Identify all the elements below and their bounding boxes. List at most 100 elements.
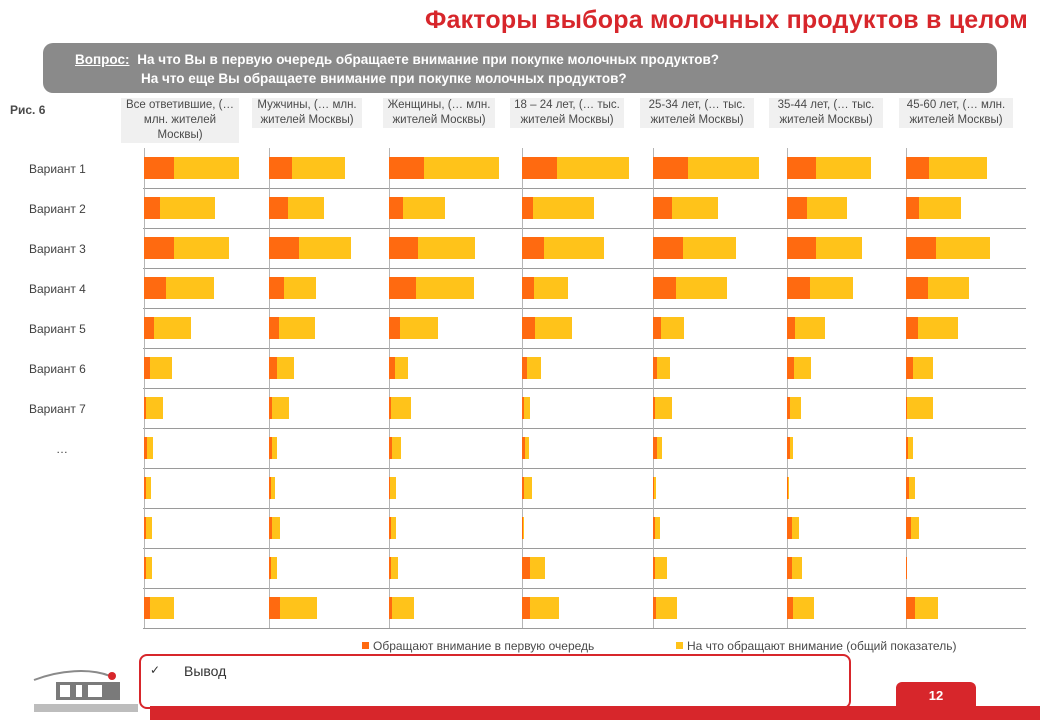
bar-first-priority [906, 197, 919, 219]
bar-first-priority [389, 237, 418, 259]
bar-first-priority [144, 317, 154, 339]
bar-first-priority [389, 357, 395, 379]
bar-first-priority [389, 397, 391, 419]
row-separator [143, 348, 1026, 349]
bar-first-priority [144, 157, 174, 179]
bar-total-attention [929, 157, 987, 179]
legend-swatch-total [676, 642, 683, 649]
bar-first-priority [522, 277, 534, 299]
bar-first-priority [787, 197, 807, 219]
bar-total-attention [928, 277, 969, 299]
bar-total-attention [655, 557, 667, 579]
bar-first-priority [653, 317, 661, 339]
row-separator [143, 548, 1026, 549]
bar-total-attention [654, 477, 656, 499]
question-text-2: На что еще Вы обращаете внимание при пок… [141, 71, 627, 86]
bar-first-priority [389, 277, 416, 299]
bar-total-attention [816, 237, 862, 259]
bar-first-priority [522, 157, 557, 179]
bar-total-attention [683, 237, 736, 259]
bar-first-priority [787, 397, 790, 419]
bar-total-attention [557, 157, 629, 179]
row-label: Вариант 5 [29, 322, 86, 336]
bar-total-attention [533, 197, 594, 219]
bar-first-priority [269, 197, 288, 219]
bar-total-attention [534, 277, 568, 299]
row-separator [143, 388, 1026, 389]
bar-first-priority [269, 517, 272, 539]
bar-first-priority [144, 437, 147, 459]
bar-total-attention [544, 237, 604, 259]
bar-first-priority [269, 357, 277, 379]
bar-total-attention [416, 277, 474, 299]
bar-total-attention [391, 557, 398, 579]
bar-total-attention [656, 597, 677, 619]
conclusion-text: Вывод [184, 663, 227, 679]
bar-first-priority [269, 317, 279, 339]
page-number: 12 [928, 688, 944, 703]
panel-header: Мужчины, (… млн. жителей Москвы) [252, 98, 362, 128]
bar-first-priority [522, 597, 530, 619]
bar-total-attention [424, 157, 499, 179]
bar-first-priority [653, 557, 655, 579]
panel-baseline [653, 148, 654, 628]
row-label: Вариант 1 [29, 162, 86, 176]
bar-first-priority [787, 477, 788, 499]
bar-first-priority [269, 397, 272, 419]
slide-title: Факторы выбора молочных продуктов в цело… [424, 6, 1028, 34]
bar-first-priority [906, 397, 907, 419]
bar-first-priority [653, 517, 655, 539]
bar-first-priority [269, 477, 271, 499]
bar-total-attention [288, 197, 324, 219]
bar-first-priority [522, 317, 535, 339]
bar-total-attention [795, 317, 825, 339]
row-label: Вариант 6 [29, 362, 86, 376]
bar-first-priority [653, 277, 676, 299]
bar-first-priority [144, 237, 174, 259]
bar-total-attention [793, 597, 814, 619]
bar-first-priority [522, 397, 524, 419]
question-text-1: На что Вы в первую очередь обращаете вни… [137, 52, 720, 67]
footer-bar [150, 706, 1040, 720]
bar-first-priority [269, 437, 272, 459]
bar-total-attention [524, 397, 530, 419]
bar-first-priority [389, 197, 403, 219]
bar-total-attention [271, 477, 275, 499]
bar-total-attention [284, 277, 316, 299]
row-separator [143, 468, 1026, 469]
bar-total-attention [166, 277, 214, 299]
row-separator [143, 228, 1026, 229]
bar-total-attention [527, 357, 541, 379]
legend-label-first: Обращают внимание в первую очередь [373, 639, 595, 653]
bar-total-attention [147, 437, 153, 459]
bar-first-priority [522, 357, 527, 379]
bar-first-priority [269, 557, 271, 579]
bar-first-priority [144, 517, 146, 539]
panel-baseline [389, 148, 390, 628]
checkmark-icon: ✓ [150, 663, 161, 677]
bar-total-attention [150, 357, 172, 379]
bar-total-attention [792, 517, 799, 539]
bar-first-priority [787, 237, 816, 259]
bar-first-priority [653, 157, 688, 179]
bar-first-priority [269, 157, 292, 179]
panel-baseline [522, 148, 523, 628]
panel-baseline [787, 148, 788, 628]
bar-first-priority [787, 157, 816, 179]
legend-item-first: Обращают внимание в первую очередь [362, 639, 594, 653]
legend-swatch-first [362, 642, 369, 649]
conclusion-box: ✓ Вывод [139, 654, 851, 709]
bar-total-attention [672, 197, 718, 219]
bar-first-priority [522, 557, 530, 579]
bar-total-attention [790, 397, 801, 419]
bar-total-attention [160, 197, 215, 219]
bar-total-attention [676, 277, 727, 299]
bar-total-attention [292, 157, 345, 179]
bar-total-attention [525, 437, 529, 459]
bar-first-priority [653, 597, 656, 619]
bar-total-attention [790, 437, 793, 459]
bar-total-attention [807, 197, 847, 219]
bar-first-priority [787, 317, 795, 339]
bar-first-priority [787, 597, 793, 619]
mix-research-logo [33, 670, 138, 712]
